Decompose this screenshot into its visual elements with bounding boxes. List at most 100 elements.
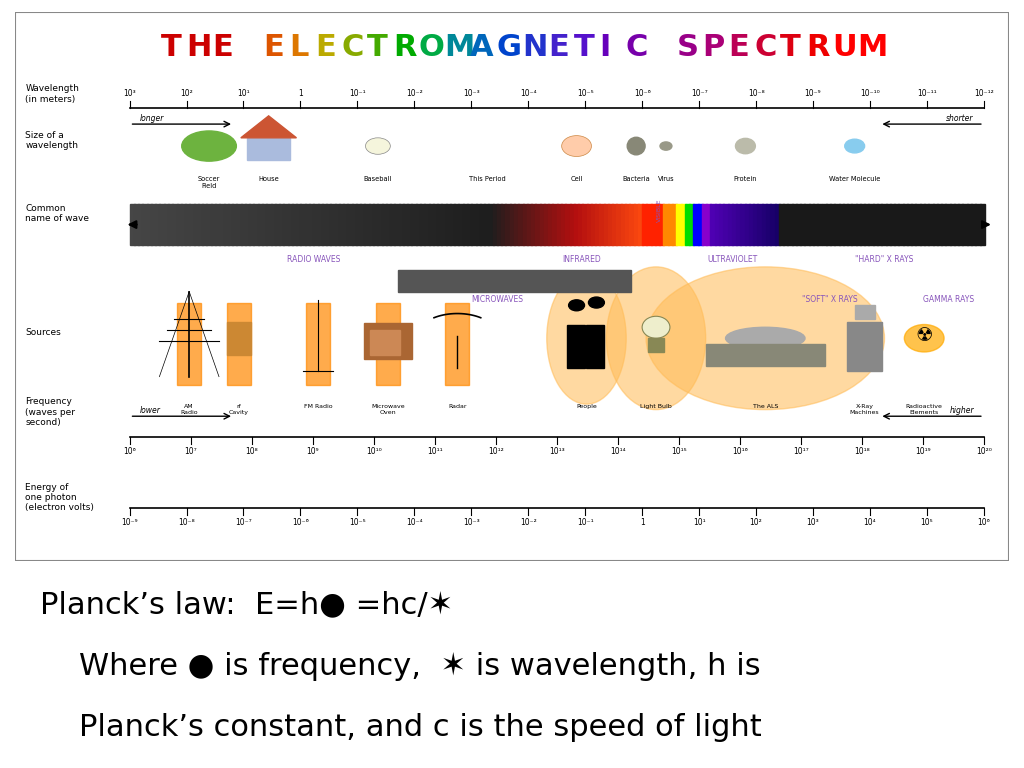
Bar: [280, 204, 285, 245]
Bar: [963, 204, 968, 245]
Bar: [382, 204, 387, 245]
Bar: [689, 204, 694, 245]
Text: Cell: Cell: [570, 177, 583, 182]
Text: 10⁻¹¹: 10⁻¹¹: [918, 89, 937, 98]
Bar: [792, 204, 797, 245]
Bar: [227, 204, 233, 245]
Bar: [642, 204, 647, 245]
Bar: [920, 204, 925, 245]
Bar: [386, 204, 391, 245]
Bar: [526, 204, 532, 245]
Text: H: H: [186, 33, 212, 61]
Bar: [830, 204, 836, 245]
Bar: [373, 204, 378, 245]
Bar: [723, 204, 728, 245]
Text: 10²: 10²: [750, 518, 763, 528]
Bar: [681, 204, 686, 245]
Bar: [322, 204, 327, 245]
Text: T: T: [367, 33, 388, 61]
Bar: [146, 204, 152, 245]
Bar: [937, 204, 942, 245]
Bar: [851, 204, 857, 245]
Text: Water Molecule: Water Molecule: [829, 177, 881, 182]
Text: 10²: 10²: [180, 89, 193, 98]
Bar: [347, 204, 352, 245]
Bar: [754, 204, 759, 245]
Text: S: S: [677, 33, 699, 61]
Bar: [967, 204, 972, 245]
Bar: [650, 204, 656, 245]
Bar: [805, 204, 810, 245]
Text: Sources: Sources: [26, 328, 61, 337]
Bar: [510, 204, 515, 245]
Ellipse shape: [589, 297, 604, 308]
Text: 10⁻⁶: 10⁻⁶: [292, 518, 309, 528]
Bar: [518, 204, 523, 245]
Ellipse shape: [735, 138, 756, 154]
Bar: [343, 204, 348, 245]
Text: T: T: [161, 33, 181, 61]
Text: Energy of
one photon
(electron volts): Energy of one photon (electron volts): [26, 482, 94, 512]
Text: 1: 1: [640, 518, 644, 528]
Bar: [941, 204, 946, 245]
Text: 10¹²: 10¹²: [487, 447, 504, 456]
Bar: [817, 204, 822, 245]
Text: Common
name of wave: Common name of wave: [26, 204, 89, 223]
Bar: [398, 204, 403, 245]
Text: E: E: [264, 33, 285, 61]
Bar: [227, 322, 251, 355]
Text: R: R: [393, 33, 417, 61]
Bar: [207, 204, 212, 245]
Bar: [890, 204, 895, 245]
Bar: [758, 204, 763, 245]
Bar: [475, 204, 481, 245]
Text: 10⁻⁸: 10⁻⁸: [748, 89, 764, 98]
Text: People: People: [577, 404, 597, 409]
Text: Size of a
wavelength: Size of a wavelength: [26, 131, 78, 151]
Text: 10³: 10³: [123, 89, 136, 98]
Text: "HARD" X RAYS: "HARD" X RAYS: [855, 255, 913, 264]
Bar: [693, 204, 698, 245]
Bar: [945, 204, 950, 245]
Text: T: T: [780, 33, 801, 61]
Bar: [463, 204, 468, 245]
Bar: [134, 204, 139, 245]
Bar: [335, 204, 340, 245]
Ellipse shape: [628, 137, 645, 155]
Bar: [360, 204, 366, 245]
Bar: [868, 204, 873, 245]
Bar: [872, 204, 878, 245]
Bar: [501, 204, 507, 245]
Bar: [177, 303, 201, 385]
Text: "SOFT" X RAYS: "SOFT" X RAYS: [802, 295, 858, 303]
Bar: [877, 204, 883, 245]
Bar: [557, 204, 562, 245]
Bar: [317, 204, 323, 245]
Text: 10⁻⁹: 10⁻⁹: [121, 518, 138, 528]
Text: 10⁻⁸: 10⁻⁸: [178, 518, 195, 528]
Bar: [715, 204, 720, 245]
Text: 10¹⁸: 10¹⁸: [854, 447, 869, 456]
Text: 10³: 10³: [807, 518, 819, 528]
Bar: [254, 204, 259, 245]
Bar: [634, 204, 639, 245]
Text: Virus: Virus: [657, 177, 674, 182]
Bar: [796, 204, 801, 245]
Bar: [664, 204, 669, 245]
Bar: [522, 204, 527, 245]
Bar: [365, 204, 370, 245]
Bar: [198, 204, 203, 245]
Bar: [864, 204, 869, 245]
Text: 10¹: 10¹: [693, 518, 706, 528]
Bar: [480, 204, 485, 245]
Text: 10⁻⁴: 10⁻⁴: [406, 518, 423, 528]
Bar: [608, 204, 613, 245]
Bar: [813, 204, 818, 245]
Text: 10⁶: 10⁶: [123, 447, 136, 456]
Bar: [774, 204, 780, 245]
Bar: [258, 204, 263, 245]
Bar: [565, 204, 570, 245]
Text: 10⁻⁷: 10⁻⁷: [236, 518, 252, 528]
Text: 10⁻⁹: 10⁻⁹: [805, 89, 821, 98]
Bar: [247, 137, 291, 160]
